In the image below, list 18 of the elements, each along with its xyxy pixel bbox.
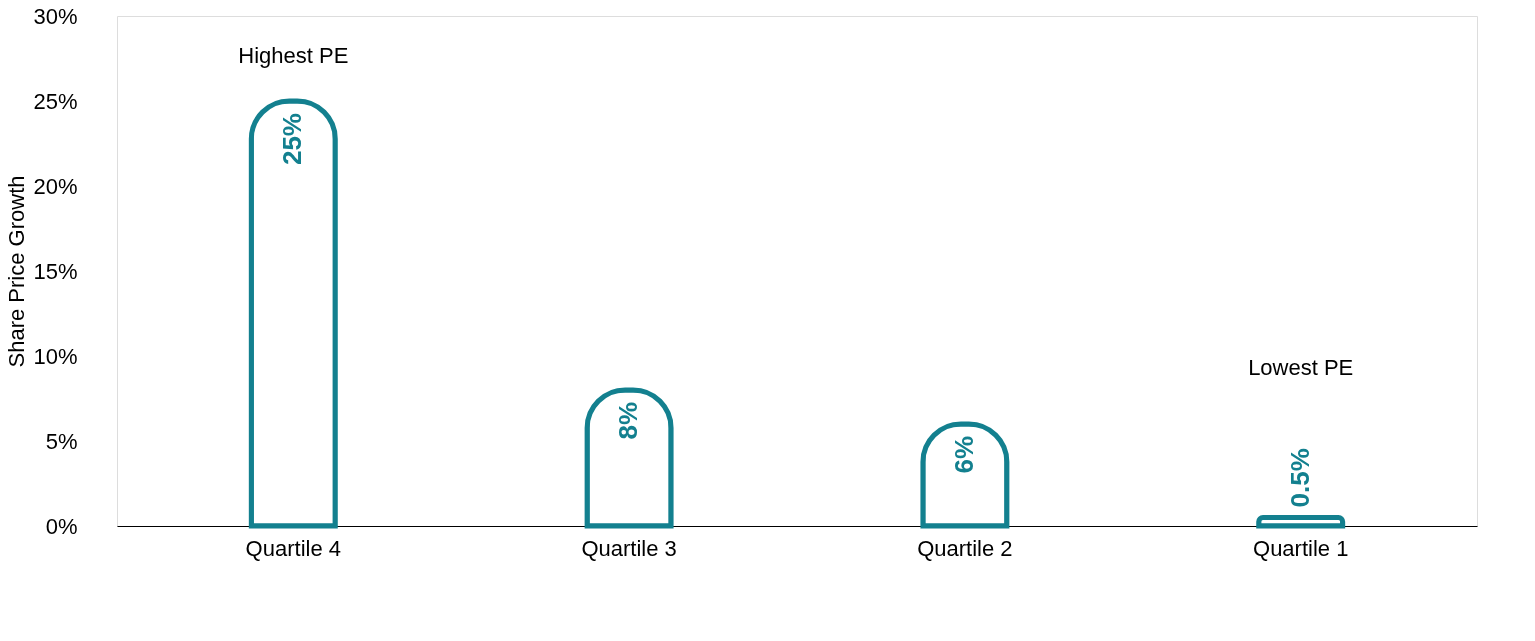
x-tick-label: Quartile 2 <box>917 535 1013 561</box>
y-axis-title: Share Price Growth <box>4 175 30 368</box>
data-label: 25% <box>277 113 308 166</box>
y-tick-label: 0% <box>45 513 78 539</box>
data-label: 8% <box>613 402 644 440</box>
data-label: 6% <box>948 436 979 474</box>
x-tick-label: Quartile 3 <box>581 535 677 561</box>
data-label: 0.5% <box>1284 448 1315 508</box>
x-tick-label: Quartile 4 <box>245 535 341 561</box>
y-tick-label: 25% <box>33 88 78 114</box>
y-tick-label: 10% <box>33 343 78 369</box>
y-tick-label: 5% <box>45 428 78 454</box>
y-tick-label: 20% <box>33 173 78 199</box>
y-tick-label: 30% <box>33 3 78 29</box>
y-tick-label: 15% <box>33 258 78 284</box>
annotation: Lowest PE <box>1248 354 1354 380</box>
annotation: Highest PE <box>238 43 349 68</box>
x-tick-label: Quartile 1 <box>1253 535 1349 561</box>
